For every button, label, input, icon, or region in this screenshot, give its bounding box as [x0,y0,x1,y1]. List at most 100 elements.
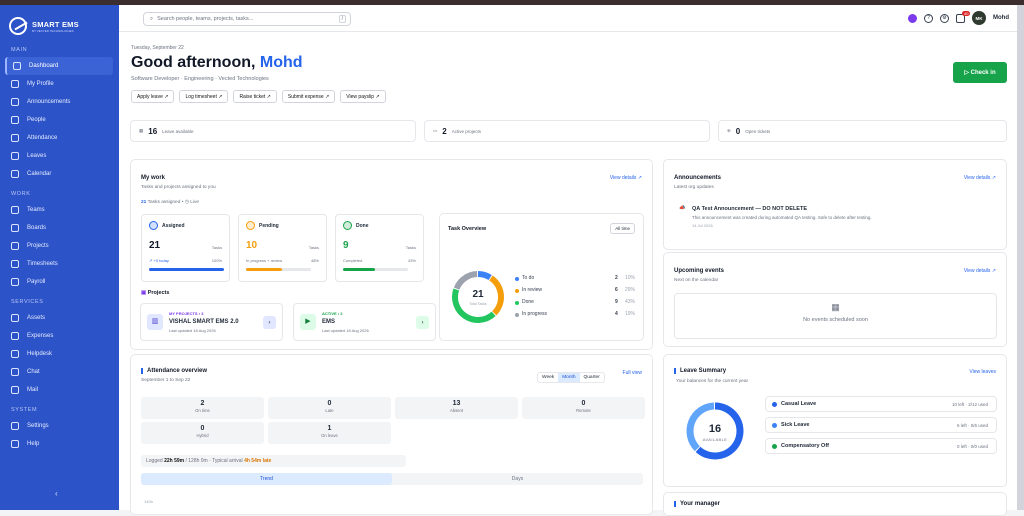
stat-leave-available[interactable]: ▦ 16 Leave available [130,120,416,142]
sidebar-item-timesheets[interactable]: Timesheets [5,255,113,273]
range-quarter[interactable]: Quarter [583,375,600,380]
sidebar-item-my-profile[interactable]: My Profile [5,75,113,93]
sidebar-item-label: Chat [27,369,40,375]
page-scrollbar[interactable] [1017,5,1024,510]
events-view-details-link[interactable]: View details ↗ [963,268,996,274]
open-project-button[interactable]: › [416,316,429,329]
ai-assistant-icon[interactable] [908,13,917,23]
sidebar-item-label: Boards [27,225,47,231]
sidebar-item-people[interactable]: People [5,111,113,129]
ticket-icon: ⊛ [727,128,731,133]
sidebar-item-settings[interactable]: Settings [5,417,113,435]
announcement-item[interactable]: 📣 QA Test Announcement — DO NOT DELETE T… [674,202,999,238]
page-title: Good afternoon, Mohd [131,54,303,72]
time-filter-select[interactable]: All time [610,223,635,234]
projects-heading: ▣ Projects [141,290,169,296]
project-card[interactable]: ▶ ACTIVE • 2 EMS Last updated 18 Aug 2026 › [293,303,436,341]
project-card[interactable]: ▥ MY PROJECTS • 3 VISHAL SMART EMS 2.0 Last… [140,303,283,341]
sidebar-item-help[interactable]: Help [5,435,113,453]
expenses-icon [11,332,19,340]
payroll-icon [11,278,19,286]
sidebar-item-helpdesk[interactable]: Helpdesk [5,345,113,363]
sidebar-item-chat[interactable]: Chat [5,363,113,381]
teams-icon [11,206,19,214]
attendance-stat-label: Late [325,408,334,413]
sidebar-item-calendar[interactable]: Calendar [5,165,113,183]
sidebar-item-announcements[interactable]: Announcements [5,93,113,111]
tile-footnote: ↗ +0 today [149,258,169,263]
sidebar-item-leaves[interactable]: Leaves [5,147,113,165]
attendance-stat-value: 0 [581,400,586,407]
search-placeholder: Search people, teams, projects, tasks... [157,16,254,22]
tab-days[interactable]: Days [511,476,524,482]
leave-row-compensatory-off[interactable]: Compensatory Off 0 left · 0/0 used [765,438,997,454]
attendance-full-view-link[interactable]: Full view [622,370,642,376]
logo-icon [9,17,27,35]
boards-icon [11,224,19,232]
range-selector: Week Month Quarter [537,372,605,383]
attendance-stat-absent: 13 Absent [395,397,518,419]
sidebar-item-mail[interactable]: Mail [5,381,113,399]
bell-icon[interactable]: 40 [956,10,971,23]
sidebar-item-label: People [27,117,46,123]
stat-active-projects[interactable]: ▭ 2 Active projects [424,120,710,142]
settings-icon [11,422,19,430]
quick-action-button[interactable]: Raise ticket ↗ [233,90,277,103]
done-icon [343,221,352,230]
sidebar-item-teams[interactable]: Teams [5,201,113,219]
brand-logo[interactable]: SMART EMS BY VECTED TECHNOLOGIES [0,5,119,39]
logged-total: / 128h 0m [185,458,208,464]
attendance-stat-label: Hybrid [196,433,209,438]
search-input[interactable]: ⌕ Search people, teams, projects, tasks.… [143,12,351,26]
leave-row-sick-leave[interactable]: Sick Leave 6 left · 0/6 used [765,417,997,433]
legend-label: Done [522,299,534,305]
quick-action-button[interactable]: View payslip ↗ [340,90,386,103]
view-leaves-link[interactable]: View leaves [969,369,996,375]
sidebar-item-boards[interactable]: Boards [5,219,113,237]
help-icon[interactable]: ? [924,13,933,23]
sidebar-item-dashboard[interactable]: Dashboard [5,57,113,75]
announcements-view-details-link[interactable]: View details ↗ [963,175,996,181]
sidebar-item-attendance[interactable]: Attendance [5,129,113,147]
task-tile-done[interactable]: Done 9 Tasks Completed 43% [335,214,424,282]
user-name[interactable]: Mohd [993,15,1009,21]
collapse-sidebar-button[interactable]: ‹ [55,489,58,498]
range-week[interactable]: Week [542,375,555,380]
settings-icon[interactable]: ⚙ [940,13,949,23]
quick-action-button[interactable]: Submit expense ↗ [281,90,336,103]
leave-row-casual-leave[interactable]: Casual Leave 10 left · 2/12 used [765,396,997,412]
announcement-title: QA Test Announcement — DO NOT DELETE [692,206,807,212]
mail-icon [11,386,19,394]
check-in-button[interactable]: ▷ Check in [953,62,1007,83]
sidebar-item-assets[interactable]: Assets [5,309,113,327]
avatar[interactable]: MK [972,11,986,25]
sidebar-item-label: Payroll [27,279,46,285]
task-tile-pending[interactable]: Pending 10 Tasks In progress + review 48% [238,214,327,282]
tab-trend[interactable]: Trend [141,473,392,485]
quick-action-button[interactable]: Apply leave ↗ [131,90,175,103]
tile-percent: 100% [211,258,222,263]
events-subtitle: Next on the calendar [674,278,719,283]
my-work-title: My work [141,175,166,181]
sidebar-item-payroll[interactable]: Payroll [5,273,113,291]
quick-action-button[interactable]: Log timesheet ↗ [179,90,229,103]
tile-value: 10 [246,240,258,251]
stat-label: Leave available [162,128,194,134]
range-month[interactable]: Month [558,373,580,382]
sidebar-item-expenses[interactable]: Expenses [5,327,113,345]
sidebar-item-projects[interactable]: Projects [5,237,113,255]
open-project-button[interactable]: › [263,316,276,329]
task-tile-assigned[interactable]: Assigned 21 Tasks ↗ +0 today 100% [141,214,230,282]
sidebar: SMART EMS BY VECTED TECHNOLOGIES MAIN Das… [0,5,119,510]
stat-open-tickets[interactable]: ⊛ 0 Open tickets [718,120,1007,142]
leave-balance: 6 left · 0/6 used [956,423,988,428]
events-empty-state: ▦ No events scheduled soon [674,293,997,339]
tile-footnote: In progress + review [246,258,283,263]
attendance-stat-label: Absent [449,408,464,413]
project-updated: Last updated 18 Aug 2026 [169,328,216,333]
attendance-stat-late: 0 Late [268,397,391,419]
window-top-strip [0,0,1024,5]
manager-title: Your manager [674,501,720,507]
my-work-view-details-link[interactable]: View details ↗ [609,175,642,181]
task-slice-3 [453,271,478,290]
